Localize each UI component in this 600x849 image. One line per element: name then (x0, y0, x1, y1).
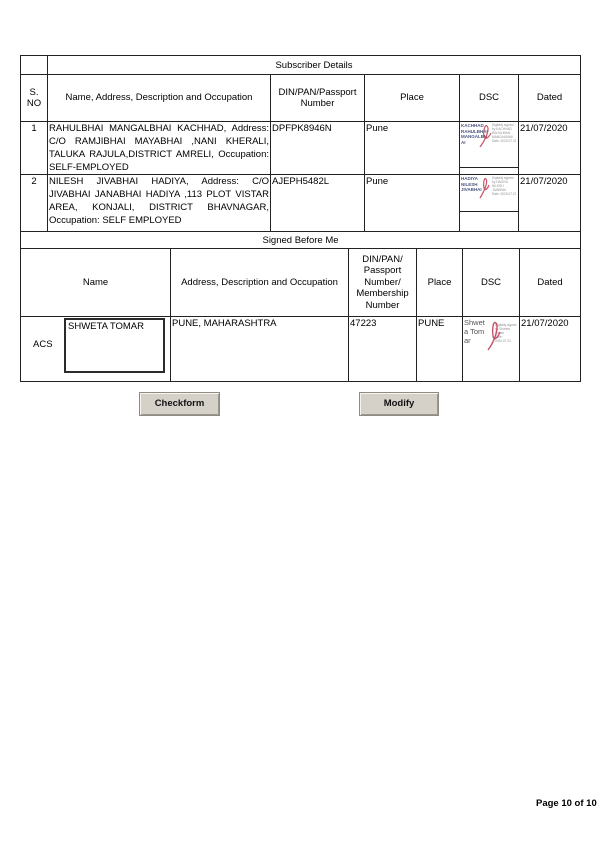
header-din-membership: DIN/PAN/ Passport Number/ Membership Num… (348, 248, 417, 317)
signed-before-me-title: Signed Before Me (19, 231, 582, 249)
name-address-value: NILESH JIVABHAI HADIYA, Address: C/O JIV… (47, 174, 271, 232)
dsc-fine-print: Digitally signed by HADIYA NILESH JIVABH… (492, 176, 517, 196)
place-value: Pune (364, 174, 460, 232)
dated-value: 21/07/2020 (518, 316, 582, 382)
name-address-value: RAHULBHAI MANGALBHAI KACHHAD, Address: C… (47, 121, 271, 175)
din-value: AJEPH5482L (270, 174, 365, 232)
form-document: Subscriber Details S. NO Name, Address, … (19, 55, 582, 382)
sno-value: 1 (20, 121, 48, 175)
signature-icon (479, 178, 490, 199)
header-dated: Dated (518, 248, 582, 317)
subscriber-details-title: Subscriber Details (46, 55, 582, 75)
header-name-address: Name, Address, Description and Occupatio… (47, 74, 271, 122)
dsc-signer-name: Shweta Tomar (464, 318, 485, 345)
din-value: DPFPK8946N (270, 121, 365, 175)
dsc-stamp: HADIYA NILESH JIVABHAI Digitally signed … (460, 176, 518, 212)
place-value: Pune (364, 121, 460, 175)
page-number-indicator: Page 10 of 10 (536, 798, 597, 809)
dsc-signer-name: KACHHAD RAHULBHAI MANGALBHAI (461, 123, 488, 145)
header-place: Place (364, 74, 460, 122)
modify-button[interactable]: Modify (359, 392, 439, 416)
dsc-stamp: KACHHAD RAHULBHAI MANGALBHAI Digitally s… (460, 123, 518, 168)
header-address: Address, Description and Occupation (170, 248, 349, 317)
designation-label: ACS (33, 339, 53, 350)
place-value: PUNE (416, 316, 463, 382)
header-dsc: DSC (462, 248, 520, 317)
dsc-fine-print: Digitally signed by KACHHAD RAHULBHAI MA… (492, 123, 517, 143)
signature-icon (487, 321, 501, 351)
header-name: Name (20, 248, 171, 317)
address-value: PUNE, MAHARASHTRA (170, 316, 349, 382)
subscriber-details-table: Subscriber Details S. NO Name, Address, … (20, 55, 582, 232)
signature-icon (479, 125, 492, 148)
table-row: 1 RAHULBHAI MANGALBHAI KACHHAD, Address:… (20, 121, 582, 175)
checkform-button[interactable]: Checkform (139, 392, 220, 416)
witness-name-cell: ACS SHWETA TOMAR (20, 316, 171, 382)
header-dsc: DSC (459, 74, 519, 122)
dated-value: 21/07/2020 (517, 121, 582, 175)
header-sno: S. NO (20, 74, 48, 122)
dsc-signer-name: HADIYA NILESH JIVABHAI (461, 176, 482, 192)
witness-name-field[interactable]: SHWETA TOMAR (64, 318, 165, 373)
dsc-cell: KACHHAD RAHULBHAI MANGALBHAI Digitally s… (459, 121, 519, 175)
table-row: ACS SHWETA TOMAR PUNE, MAHARASHTRA 47223… (20, 316, 582, 382)
signed-before-me-table: Signed Before Me Name Address, Descripti… (19, 231, 582, 382)
table-row: 2 NILESH JIVABHAI HADIYA, Address: C/O J… (20, 174, 582, 232)
sno-value: 2 (20, 174, 48, 232)
dsc-stamp: Shweta Tomar Digitally signed by Shweta … (464, 318, 519, 381)
membership-number-value: 47223 (348, 316, 417, 382)
header-din-pan: DIN/PAN/Passport Number (270, 74, 365, 122)
header-place: Place (416, 248, 463, 317)
dated-value: 21/07/2020 (517, 174, 582, 232)
empty-corner-cell (20, 55, 48, 75)
dsc-cell: HADIYA NILESH JIVABHAI Digitally signed … (459, 174, 519, 232)
dsc-cell: Shweta Tomar Digitally signed by Shweta … (462, 316, 520, 382)
header-dated: Dated (517, 74, 582, 122)
